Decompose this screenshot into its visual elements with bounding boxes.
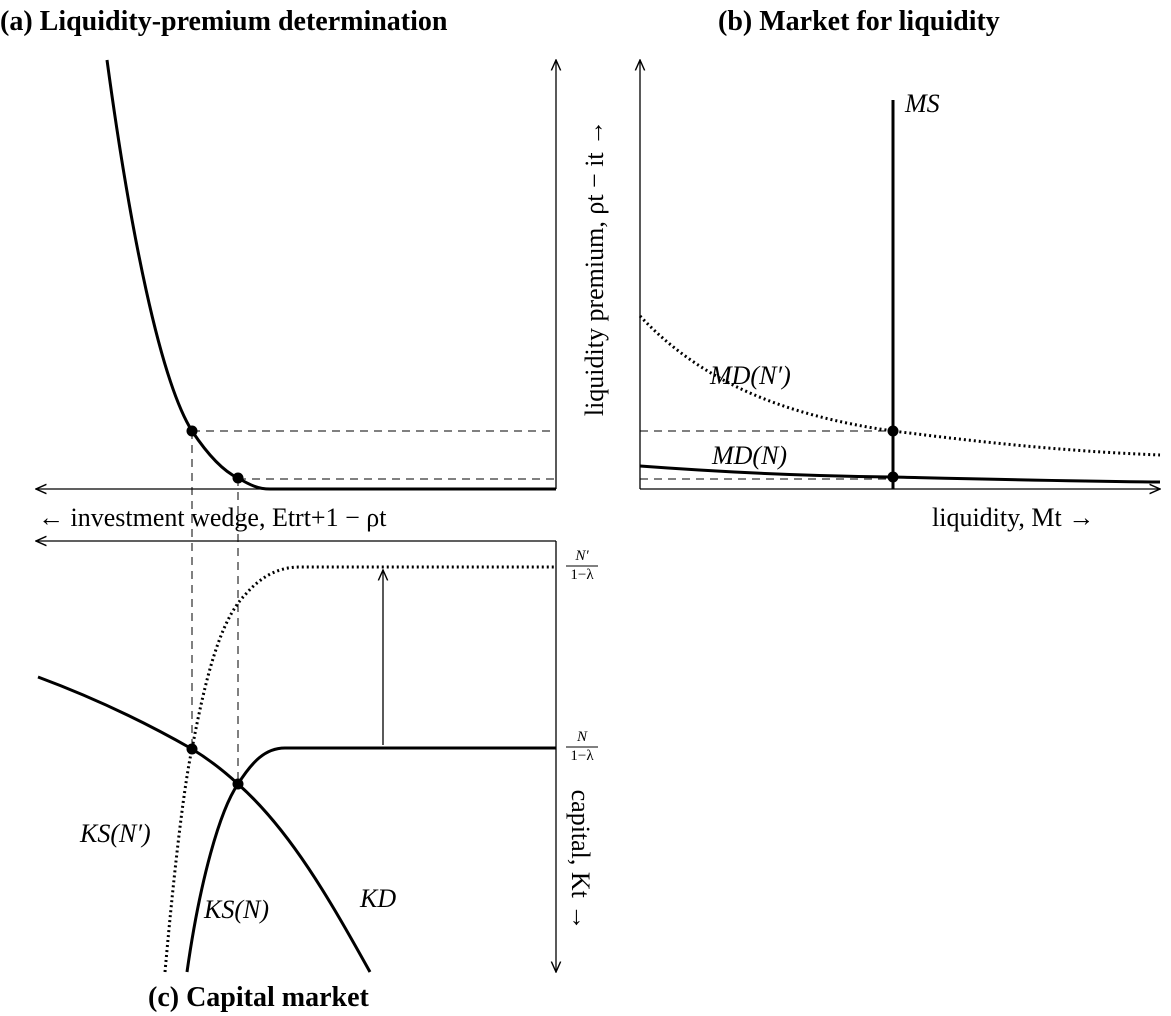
curve xyxy=(638,314,1161,457)
axis-label: liquidity, Mt → xyxy=(932,503,1094,532)
panel-b xyxy=(640,60,1160,489)
panel-title: (c) Capital market xyxy=(148,982,370,1013)
point xyxy=(887,471,899,483)
level-denominator: 1−λ xyxy=(570,567,594,583)
panel-c xyxy=(36,431,556,972)
level-numerator: N′ xyxy=(574,548,589,564)
panel-title: (a) Liquidity-premium determination xyxy=(0,6,448,37)
curve xyxy=(105,59,556,491)
curve-label: MD(N) xyxy=(711,441,787,470)
level-denominator: 1−λ xyxy=(570,748,594,764)
panel-a xyxy=(36,60,556,489)
curve xyxy=(163,565,556,973)
curve-label: KS(N) xyxy=(203,895,269,924)
axis-label: liquidity premium, ρt − it → xyxy=(580,120,609,416)
curve-label: MS xyxy=(904,89,940,118)
axis-label: capital, Kt → xyxy=(566,790,595,931)
curve-label: MD(N′) xyxy=(709,361,791,390)
level-numerator: N xyxy=(576,729,588,745)
curve-label: KD xyxy=(359,884,396,913)
point xyxy=(887,425,899,437)
axis-label: ← investment wedge, Etrt+1 − ρt xyxy=(38,503,387,532)
curve xyxy=(37,675,372,973)
curve-label: KS(N′) xyxy=(79,819,151,848)
curve xyxy=(185,746,556,973)
panel-title: (b) Market for liquidity xyxy=(718,6,1000,37)
point xyxy=(232,778,244,790)
point xyxy=(186,743,198,755)
